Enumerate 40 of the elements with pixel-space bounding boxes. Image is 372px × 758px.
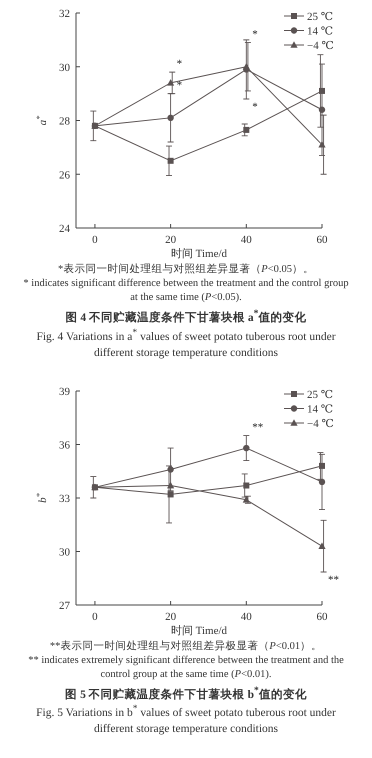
y-tick-label: 24 bbox=[59, 223, 70, 235]
y-tick-label: 26 bbox=[59, 169, 70, 182]
legend-label: −4 ℃ bbox=[307, 418, 334, 430]
text: 图 5 不同贮藏温度条件下甘薯块根 b$^{*}$值的变化 bbox=[64, 684, 308, 702]
legend-label: 14 ℃ bbox=[307, 403, 334, 416]
annotation: ** bbox=[328, 574, 339, 586]
text: **表示同一时间处理组与对照组差异极显著（P<0.01）。 bbox=[48, 640, 324, 654]
legend-label: 25 ℃ bbox=[307, 11, 334, 23]
annotation: * bbox=[176, 58, 182, 70]
x-tick-label: 0 bbox=[92, 234, 98, 246]
x-tick-label: 20 bbox=[165, 234, 177, 246]
legend-label: 25 ℃ bbox=[307, 388, 334, 401]
text: * indicates significant difference between the treatment and the control group at the same time (P<0.05). bbox=[22, 277, 350, 305]
annotation: * bbox=[252, 28, 258, 41]
y-tick-label: 36 bbox=[59, 439, 70, 452]
y-tick-label: 30 bbox=[59, 546, 70, 558]
y-tick-label: 27 bbox=[59, 600, 70, 612]
x-tick-label: 0 bbox=[92, 610, 98, 623]
legend-label: 14 ℃ bbox=[307, 26, 334, 38]
text: Fig. 5 Variations in b$^{*}$ values of sweet potato tuberous root under different storage temperature conditions bbox=[35, 702, 337, 738]
text: Fig. 4 Variations in a$^{*}$ values of sweet potato tuberous root under different storage temperature conditions bbox=[35, 326, 337, 361]
x-tick-label: 60 bbox=[316, 610, 328, 623]
annotation: * bbox=[252, 101, 258, 113]
y-tick-label: 39 bbox=[59, 386, 70, 398]
x-axis-title: 时间 Time/d bbox=[170, 247, 228, 261]
x-tick-label: 40 bbox=[240, 234, 252, 246]
text: ** indicates extremely significant difference between the treatment and the control group at the same time (P<0.01). bbox=[27, 654, 345, 682]
y-tick-label: 30 bbox=[59, 62, 70, 74]
x-axis-title: 时间 Time/d bbox=[170, 624, 228, 638]
y-tick-label: 28 bbox=[59, 116, 70, 128]
legend-label: −4 ℃ bbox=[307, 40, 334, 52]
x-tick-label: 20 bbox=[165, 610, 177, 623]
y-tick-label: 32 bbox=[59, 8, 70, 20]
x-tick-label: 60 bbox=[316, 234, 328, 246]
y-tick-label: 33 bbox=[59, 492, 70, 505]
annotation: * bbox=[176, 80, 182, 92]
text: 图 4 不同贮藏温度条件下甘薯块根 a$^{*}$值的变化 bbox=[64, 307, 308, 325]
annotation: ** bbox=[252, 421, 264, 434]
x-tick-label: 40 bbox=[240, 610, 252, 623]
text: *表示同一时间处理组与对照组差异显著（P<0.05）。 bbox=[57, 263, 315, 277]
